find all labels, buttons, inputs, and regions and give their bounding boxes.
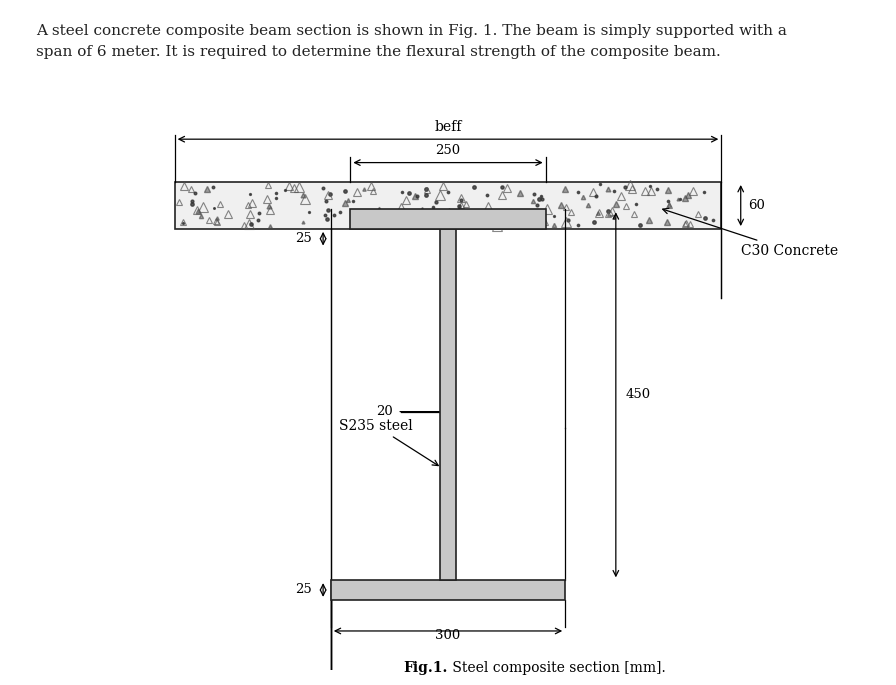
- Bar: [331, 580, 565, 600]
- Bar: [175, 182, 721, 229]
- Text: 450: 450: [625, 388, 650, 401]
- Text: 25: 25: [295, 584, 312, 597]
- Text: 25: 25: [295, 232, 312, 245]
- Text: span of 6 meter. It is required to determine the flexural strength of the compos: span of 6 meter. It is required to deter…: [36, 45, 720, 58]
- Text: 250: 250: [435, 144, 461, 157]
- Text: A steel concrete composite beam section is shown in Fig. 1. The beam is simply s: A steel concrete composite beam section …: [36, 24, 787, 38]
- Bar: [440, 229, 456, 580]
- Text: 300: 300: [435, 629, 461, 642]
- Text: 20: 20: [376, 405, 393, 418]
- Text: Steel composite section [mm].: Steel composite section [mm].: [448, 660, 666, 675]
- Text: Fig.1.: Fig.1.: [403, 660, 448, 675]
- Text: C30 Concrete: C30 Concrete: [663, 208, 838, 258]
- Text: beff: beff: [435, 120, 461, 134]
- Text: 60: 60: [748, 199, 765, 212]
- Bar: [350, 210, 546, 229]
- Text: S235 steel: S235 steel: [339, 419, 438, 466]
